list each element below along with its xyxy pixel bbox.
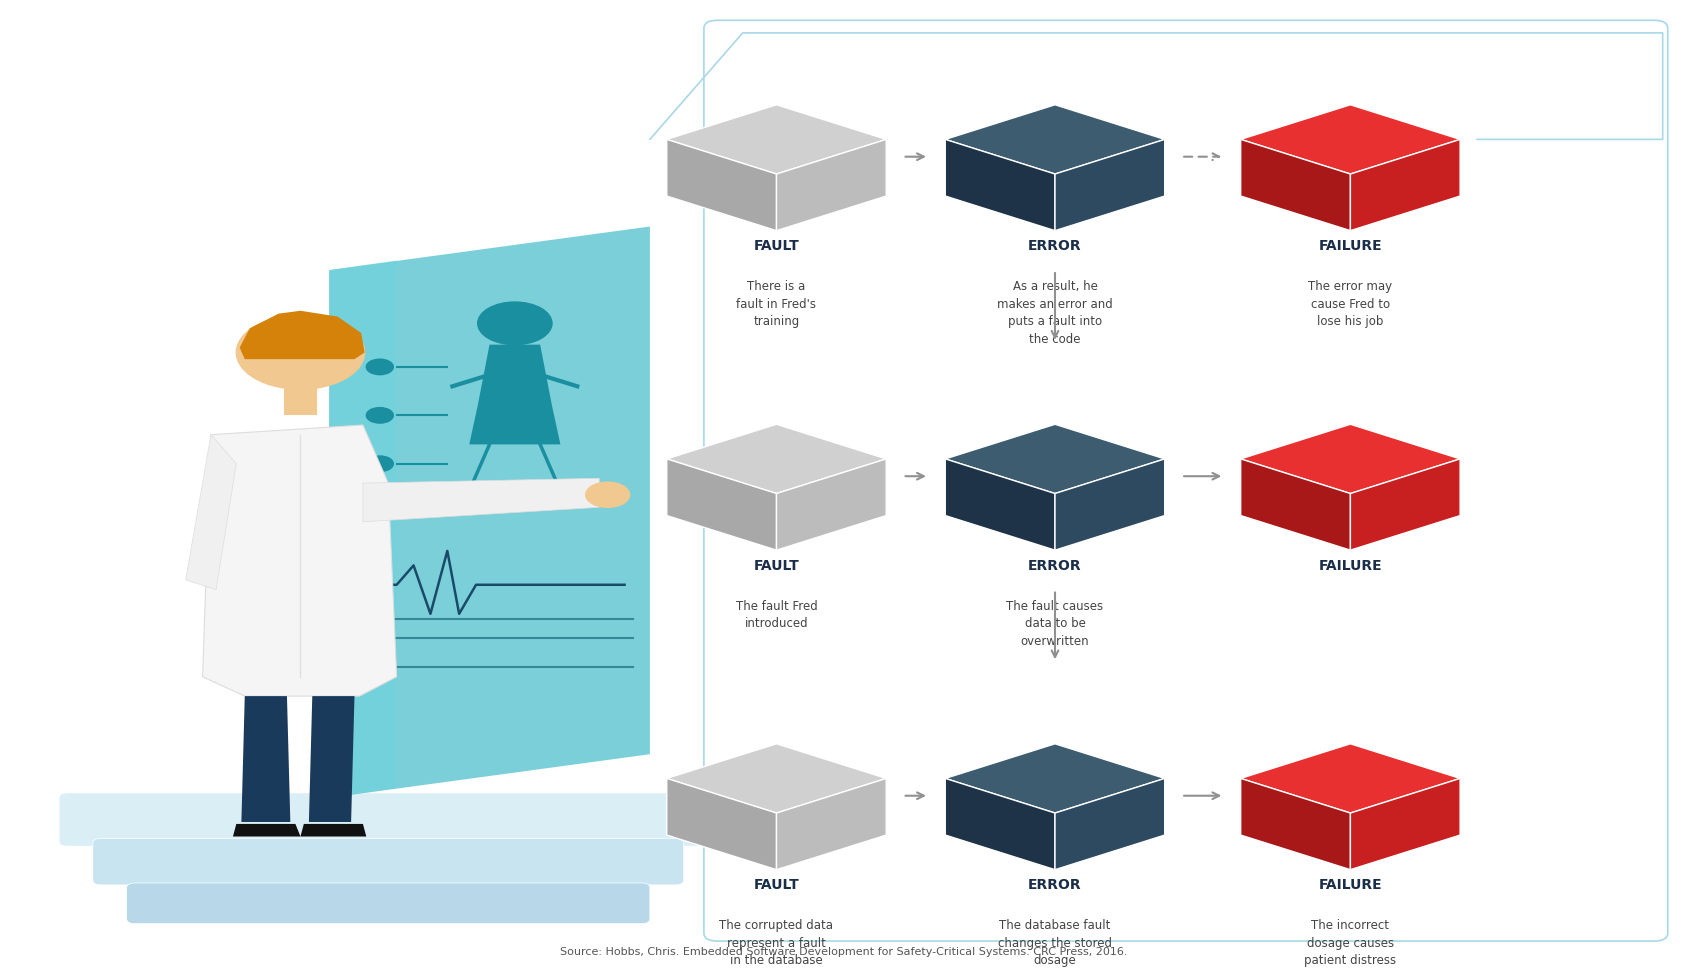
Circle shape bbox=[236, 317, 365, 390]
Text: The incorrect
dosage causes
patient distress: The incorrect dosage causes patient dist… bbox=[1305, 918, 1396, 966]
Polygon shape bbox=[945, 106, 1165, 175]
Circle shape bbox=[366, 408, 393, 424]
Polygon shape bbox=[300, 824, 366, 836]
Polygon shape bbox=[667, 141, 776, 232]
Polygon shape bbox=[667, 106, 886, 175]
Polygon shape bbox=[945, 425, 1165, 494]
Polygon shape bbox=[1350, 141, 1460, 232]
Polygon shape bbox=[1055, 141, 1165, 232]
Polygon shape bbox=[203, 426, 397, 697]
Circle shape bbox=[366, 505, 393, 521]
Circle shape bbox=[366, 456, 393, 472]
Polygon shape bbox=[1055, 779, 1165, 870]
Polygon shape bbox=[329, 228, 650, 798]
Polygon shape bbox=[233, 824, 300, 836]
Text: FAILURE: FAILURE bbox=[1318, 239, 1382, 253]
Text: The database fault
changes the stored
dosage: The database fault changes the stored do… bbox=[998, 918, 1112, 966]
Polygon shape bbox=[945, 141, 1055, 232]
Polygon shape bbox=[240, 312, 365, 360]
Polygon shape bbox=[667, 744, 886, 813]
Circle shape bbox=[478, 303, 552, 345]
Polygon shape bbox=[1241, 106, 1460, 175]
Polygon shape bbox=[1055, 459, 1165, 551]
Polygon shape bbox=[1350, 779, 1460, 870]
Polygon shape bbox=[284, 387, 317, 416]
Text: FAILURE: FAILURE bbox=[1318, 558, 1382, 573]
Text: ERROR: ERROR bbox=[1028, 239, 1082, 253]
Text: FAULT: FAULT bbox=[753, 877, 800, 891]
Text: The corrupted data
represent a fault
in the database: The corrupted data represent a fault in … bbox=[719, 918, 834, 966]
Polygon shape bbox=[1241, 425, 1460, 494]
Text: ERROR: ERROR bbox=[1028, 877, 1082, 891]
Text: The fault Fred
introduced: The fault Fred introduced bbox=[736, 599, 817, 629]
Polygon shape bbox=[186, 435, 236, 590]
Polygon shape bbox=[363, 479, 599, 523]
Polygon shape bbox=[667, 459, 776, 551]
FancyBboxPatch shape bbox=[127, 883, 650, 923]
Text: There is a
fault in Fred's
training: There is a fault in Fred's training bbox=[736, 279, 817, 327]
FancyBboxPatch shape bbox=[93, 838, 684, 885]
Polygon shape bbox=[469, 345, 560, 445]
Polygon shape bbox=[776, 459, 886, 551]
Polygon shape bbox=[329, 261, 397, 798]
Polygon shape bbox=[667, 425, 886, 494]
Polygon shape bbox=[776, 779, 886, 870]
Polygon shape bbox=[945, 459, 1055, 551]
Text: FAILURE: FAILURE bbox=[1318, 877, 1382, 891]
Polygon shape bbox=[1241, 744, 1460, 813]
Text: FAULT: FAULT bbox=[753, 558, 800, 573]
Text: As a result, he
makes an error and
puts a fault into
the code: As a result, he makes an error and puts … bbox=[998, 279, 1112, 345]
Text: Source: Hobbs, Chris. Embedded Software Development for Safety-Critical Systems.: Source: Hobbs, Chris. Embedded Software … bbox=[560, 946, 1128, 956]
Circle shape bbox=[366, 360, 393, 375]
Polygon shape bbox=[309, 697, 354, 822]
Polygon shape bbox=[1241, 459, 1350, 551]
Polygon shape bbox=[945, 779, 1055, 870]
Polygon shape bbox=[667, 779, 776, 870]
Text: FAULT: FAULT bbox=[753, 239, 800, 253]
Polygon shape bbox=[776, 141, 886, 232]
Text: ERROR: ERROR bbox=[1028, 558, 1082, 573]
Polygon shape bbox=[1350, 459, 1460, 551]
Polygon shape bbox=[945, 744, 1165, 813]
Circle shape bbox=[586, 483, 630, 508]
Polygon shape bbox=[1241, 141, 1350, 232]
Polygon shape bbox=[241, 697, 290, 822]
FancyBboxPatch shape bbox=[59, 793, 717, 846]
Text: The error may
cause Fred to
lose his job: The error may cause Fred to lose his job bbox=[1308, 279, 1393, 327]
Polygon shape bbox=[1241, 779, 1350, 870]
Text: The fault causes
data to be
overwritten: The fault causes data to be overwritten bbox=[1006, 599, 1104, 647]
